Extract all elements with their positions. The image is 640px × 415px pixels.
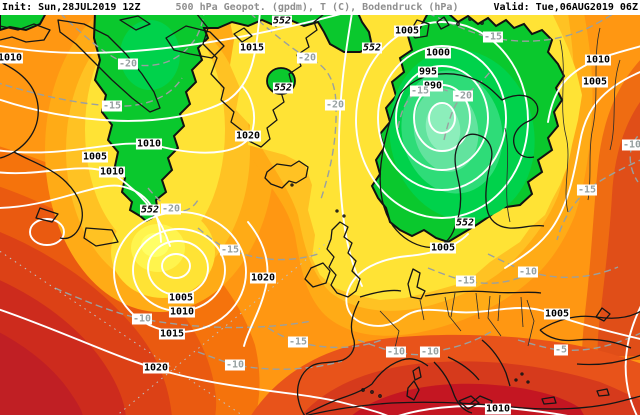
coastlines (0, 15, 640, 415)
valid-datetime: Valid: Tue,06AUG2019 06Z (493, 2, 638, 13)
init-datetime: Init: Sun,28JUL2019 12Z (2, 2, 141, 13)
map-title: 500 hPa Geopot. (gpdm), T (C), Bodendruc… (175, 2, 459, 13)
title-bar: Init: Sun,28JUL2019 12Z 500 hPa Geopot. … (0, 0, 640, 15)
